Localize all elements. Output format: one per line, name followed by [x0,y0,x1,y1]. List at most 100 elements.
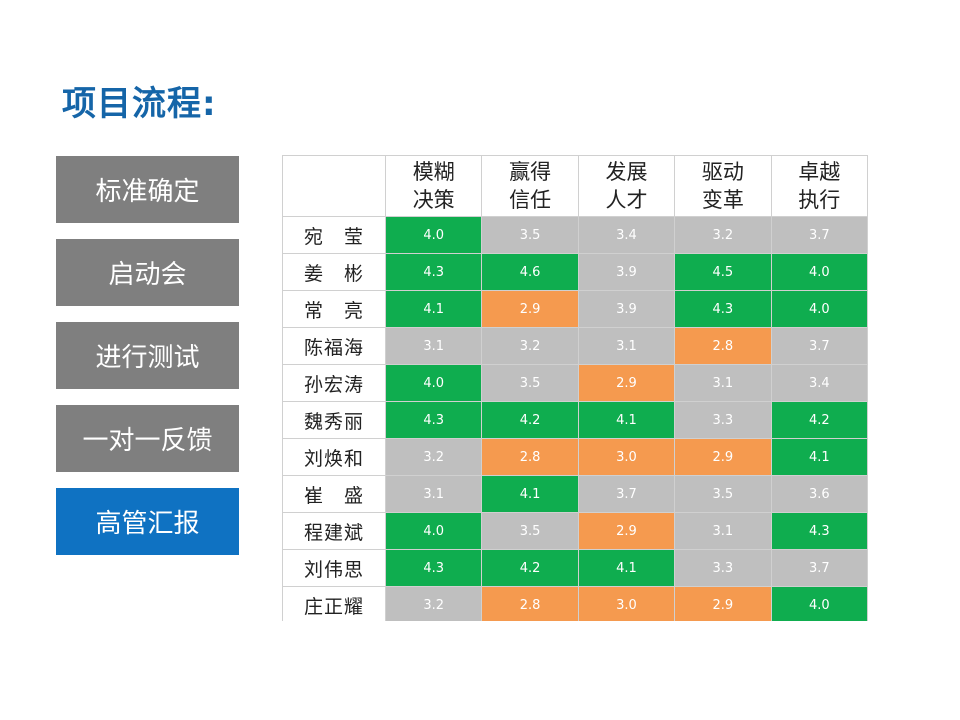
score-cell: 3.6 [770,475,869,513]
score-cell: 4.2 [770,401,869,439]
score-cell: 4.1 [577,401,676,439]
column-header-line2: 人才 [605,188,648,212]
score-cell: 4.6 [481,253,579,291]
score-cell: 4.0 [384,364,483,402]
score-cell: 4.5 [674,253,772,291]
score-cell: 3.1 [674,364,772,402]
score-cell: 2.9 [577,364,676,402]
score-cell: 4.0 [384,216,483,254]
score-cell: 4.0 [770,586,869,621]
score-cell: 4.0 [384,512,483,550]
score-cell: 3.3 [674,401,772,439]
header-corner [282,155,386,217]
table-row: 刘伟思 4.3 4.2 4.1 3.3 3.7 [282,549,869,587]
score-cell: 3.7 [770,327,869,365]
score-cell: 3.2 [674,216,772,254]
column-header-line1: 发展 [605,160,648,184]
process-steps: 标准确定 启动会 进行测试 一对一反馈 高管汇报 [56,156,239,571]
column-header-line2: 决策 [412,188,455,212]
assessment-table: 模糊 决策 赢得 信任 发展 人才 驱动 变革 卓越 执行 宛 莹 4.0 3.5 3.4 3.2… [282,155,869,621]
score-cell: 2.9 [674,586,772,621]
person-name: 崔 盛 [282,475,386,513]
table-row: 刘焕和 3.2 2.8 3.0 2.9 4.1 [282,438,869,476]
score-cell: 3.1 [384,475,483,513]
step-kickoff[interactable]: 启动会 [56,239,239,306]
score-cell: 3.1 [577,327,676,365]
person-name: 程建斌 [282,512,386,550]
score-cell: 4.1 [481,475,579,513]
score-cell: 3.1 [384,327,483,365]
score-cell: 3.5 [481,364,579,402]
page-title: 项目流程: [62,84,217,124]
person-name: 姜 彬 [282,253,386,291]
score-cell: 4.3 [674,290,772,328]
table-row: 陈福海 3.1 3.2 3.1 2.8 3.7 [282,327,869,365]
score-cell: 3.2 [384,438,483,476]
score-cell: 3.9 [577,253,676,291]
person-name: 刘焕和 [282,438,386,476]
person-name: 孙宏涛 [282,364,386,402]
score-cell: 2.8 [481,438,579,476]
score-cell: 4.0 [770,253,869,291]
column-header-line2: 信任 [509,188,552,212]
table-row: 常 亮 4.1 2.9 3.9 4.3 4.0 [282,290,869,328]
score-cell: 4.2 [481,549,579,587]
score-cell: 4.2 [481,401,579,439]
step-testing[interactable]: 进行测试 [56,322,239,389]
step-feedback[interactable]: 一对一反馈 [56,405,239,472]
score-cell: 3.3 [674,549,772,587]
column-header-line1: 赢得 [509,160,552,184]
score-cell: 3.4 [770,364,869,402]
column-header: 赢得 信任 [481,155,579,217]
column-header: 驱动 变革 [674,155,772,217]
person-name: 庄正耀 [282,586,386,621]
table-row: 庄正耀 3.2 2.8 3.0 2.9 4.0 [282,586,869,621]
table-row: 魏秀丽 4.3 4.2 4.1 3.3 4.2 [282,401,869,439]
column-header-line2: 执行 [798,188,841,212]
table-row: 宛 莹 4.0 3.5 3.4 3.2 3.7 [282,216,869,254]
person-name: 刘伟思 [282,549,386,587]
person-name: 魏秀丽 [282,401,386,439]
step-executive-report[interactable]: 高管汇报 [56,488,239,555]
score-cell: 4.3 [384,401,483,439]
column-header-line2: 变革 [701,188,744,212]
score-cell: 3.4 [577,216,676,254]
score-cell: 2.9 [674,438,772,476]
score-cell: 2.9 [577,512,676,550]
score-cell: 3.2 [481,327,579,365]
score-cell: 4.1 [384,290,483,328]
header-row: 模糊决策 赢得信任 发展人才 驱动变革 卓越执行 [282,155,869,217]
column-header-line1: 驱动 [701,160,744,184]
table-row: 程建斌 4.0 3.5 2.9 3.1 4.3 [282,512,869,550]
column-header: 卓越 执行 [770,155,869,217]
score-cell: 3.0 [577,586,676,621]
score-cell: 4.3 [384,549,483,587]
score-cell: 3.5 [481,512,579,550]
score-cell: 3.1 [674,512,772,550]
person-name: 陈福海 [282,327,386,365]
score-cell: 2.8 [674,327,772,365]
column-header-line1: 卓越 [798,160,841,184]
table-row: 姜 彬 4.3 4.6 3.9 4.5 4.0 [282,253,869,291]
score-cell: 3.2 [384,586,483,621]
column-header: 发展 人才 [577,155,676,217]
column-header: 模糊 决策 [384,155,483,217]
table-row: 孙宏涛 4.0 3.5 2.9 3.1 3.4 [282,364,869,402]
score-cell: 3.7 [770,216,869,254]
person-name: 宛 莹 [282,216,386,254]
score-cell: 4.1 [770,438,869,476]
assessment-table-container: 模糊 决策 赢得 信任 发展 人才 驱动 变革 卓越 执行 宛 莹 4.0 3.5 3.4 3.2… [282,155,870,621]
person-name: 常 亮 [282,290,386,328]
score-cell: 3.7 [577,475,676,513]
score-cell: 3.9 [577,290,676,328]
score-cell: 3.0 [577,438,676,476]
score-cell: 4.3 [770,512,869,550]
score-cell: 4.1 [577,549,676,587]
step-standard[interactable]: 标准确定 [56,156,239,223]
score-cell: 3.5 [481,216,579,254]
column-header-line1: 模糊 [412,160,455,184]
score-cell: 3.7 [770,549,869,587]
score-cell: 2.9 [481,290,579,328]
score-cell: 4.0 [770,290,869,328]
